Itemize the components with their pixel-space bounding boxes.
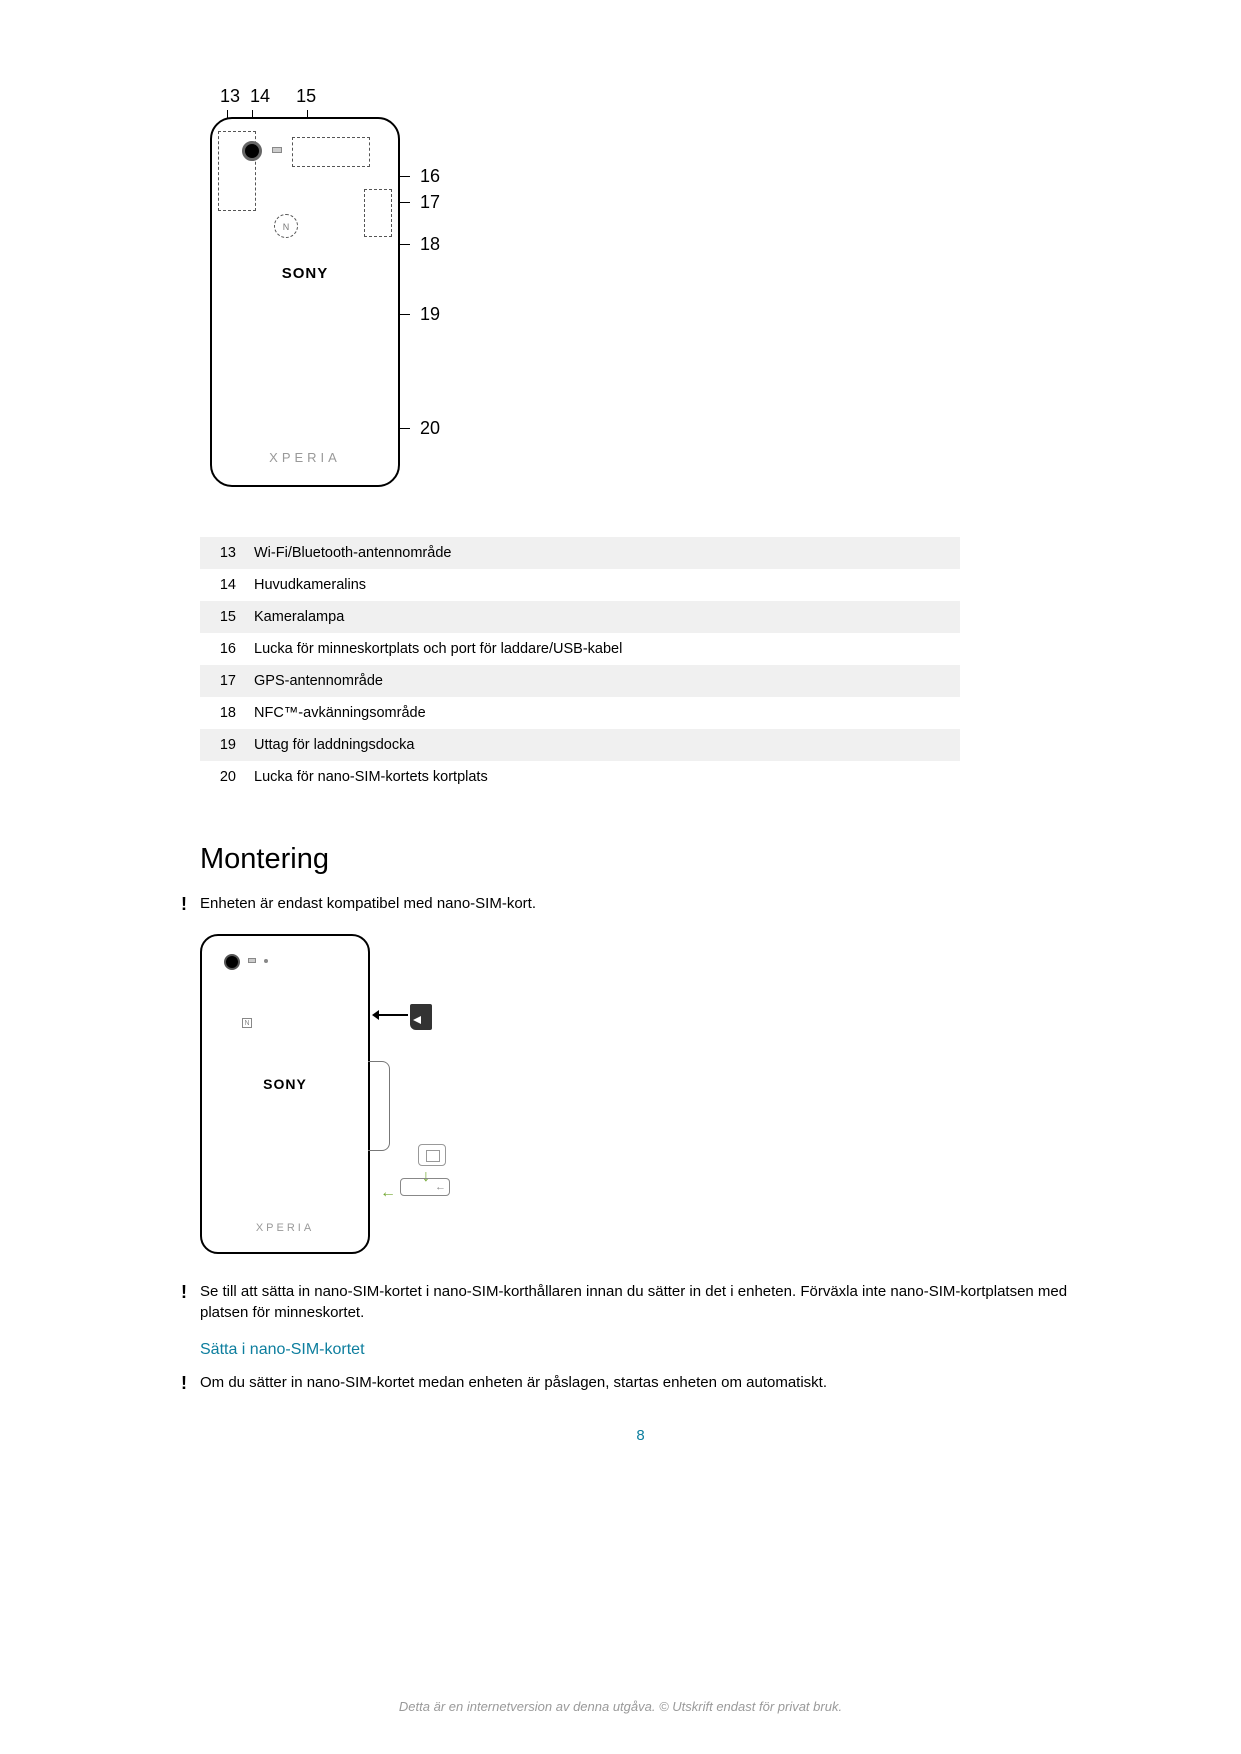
sim-card-icon [418, 1144, 446, 1166]
page-number: 8 [200, 1427, 1081, 1444]
part-number: 16 [210, 641, 236, 657]
part-number: 19 [210, 737, 236, 753]
part-label: Lucka för nano-SIM-kortets kortplats [254, 769, 950, 785]
tick-line [400, 202, 410, 203]
part-number: 20 [210, 769, 236, 785]
table-row: 20 Lucka för nano-SIM-kortets kortplats [200, 761, 960, 793]
antenna-area-top [292, 137, 370, 167]
sony-logo: SONY [212, 265, 398, 282]
callouts-top: 13 14 15 [220, 86, 1081, 107]
xperia-logo: XPERIA [202, 1222, 368, 1234]
warning-icon: ! [172, 1280, 196, 1323]
warning-icon: ! [172, 1371, 196, 1395]
note-text: Om du sätter in nano-SIM-kortet medan en… [200, 1373, 1081, 1395]
sim-flap-icon [368, 1061, 390, 1151]
callout-13: 13 [220, 86, 240, 107]
insert-arrows: ↓ ← [410, 934, 490, 1254]
note-row: ! Om du sätter in nano-SIM-kortet medan … [172, 1373, 1081, 1395]
note-text: Enheten är endast kompatibel med nano-SI… [200, 894, 1081, 916]
callout-14: 14 [250, 86, 270, 107]
arrow-left-icon: ← [380, 1184, 396, 1202]
phone-outline: N SONY XPERIA [210, 117, 400, 487]
antenna-area-gps [364, 189, 392, 237]
tick-line [227, 110, 228, 119]
part-number: 14 [210, 577, 236, 593]
callout-16: 16 [420, 166, 440, 187]
note-text: Se till att sätta in nano-SIM-kortet i n… [200, 1282, 1081, 1323]
camera-lens-icon [224, 954, 240, 970]
warning-icon: ! [172, 892, 196, 916]
part-number: 17 [210, 673, 236, 689]
callout-17: 17 [420, 192, 440, 213]
table-row: 15 Kameralampa [200, 601, 960, 633]
part-number: 18 [210, 705, 236, 721]
callout-19: 19 [420, 304, 440, 325]
note-row: ! Enheten är endast kompatibel med nano-… [172, 894, 1081, 916]
tick-line [307, 110, 308, 119]
part-label: Lucka för minneskortplats och port för l… [254, 641, 950, 657]
part-label: NFC™-avkänningsområde [254, 705, 950, 721]
table-row: 14 Huvudkameralins [200, 569, 960, 601]
part-number: 15 [210, 609, 236, 625]
content: 13 14 15 N SONY XPERIA [200, 86, 1081, 1444]
section-heading-montering: Montering [200, 843, 1081, 876]
nfc-area-icon: N [274, 214, 298, 238]
part-number: 13 [210, 545, 236, 561]
table-row: 17 GPS-antennområde [200, 665, 960, 697]
arrow-left-icon [378, 1014, 408, 1016]
part-label: Wi-Fi/Bluetooth-antennområde [254, 545, 950, 561]
diagram-sim-insert: N SONY XPERIA ↓ ← [200, 934, 1081, 1254]
tick-line [400, 428, 410, 429]
tick-line [400, 314, 410, 315]
sd-card-icon [410, 1004, 432, 1030]
callout-20: 20 [420, 418, 440, 439]
camera-lens-icon [242, 141, 262, 161]
part-label: GPS-antennområde [254, 673, 950, 689]
subheading-insert-sim: Sätta i nano-SIM-kortet [200, 1341, 1081, 1359]
callouts-side: 16 17 18 19 20 [408, 111, 448, 487]
phone-outline-small: N SONY XPERIA [200, 934, 370, 1254]
tick-line [400, 244, 410, 245]
part-label: Kameralampa [254, 609, 950, 625]
nfc-area-icon: N [242, 1018, 252, 1028]
sony-logo: SONY [202, 1076, 368, 1092]
page: 13 14 15 N SONY XPERIA [0, 0, 1241, 1484]
parts-table: 13 Wi-Fi/Bluetooth-antennområde 14 Huvud… [200, 537, 960, 793]
sim-tray-icon [400, 1178, 450, 1196]
tick-line [252, 110, 253, 119]
diagram-phone-back: 13 14 15 N SONY XPERIA [210, 86, 1081, 487]
table-row: 18 NFC™-avkänningsområde [200, 697, 960, 729]
footer-text: Detta är en internetversion av denna utg… [0, 1699, 1241, 1714]
part-label: Uttag för laddningsdocka [254, 737, 950, 753]
camera-lamp-icon [248, 958, 256, 963]
diagram1-body: N SONY XPERIA 16 17 18 19 20 [210, 111, 1081, 487]
callout-18: 18 [420, 234, 440, 255]
note-row: ! Se till att sätta in nano-SIM-kortet i… [172, 1282, 1081, 1323]
table-row: 13 Wi-Fi/Bluetooth-antennområde [200, 537, 960, 569]
xperia-logo: XPERIA [212, 450, 398, 465]
callout-15: 15 [296, 86, 316, 107]
camera-lamp-icon [272, 147, 282, 153]
tick-line [400, 176, 410, 177]
table-row: 16 Lucka för minneskortplats och port fö… [200, 633, 960, 665]
table-row: 19 Uttag för laddningsdocka [200, 729, 960, 761]
part-label: Huvudkameralins [254, 577, 950, 593]
mic-icon [264, 959, 268, 963]
